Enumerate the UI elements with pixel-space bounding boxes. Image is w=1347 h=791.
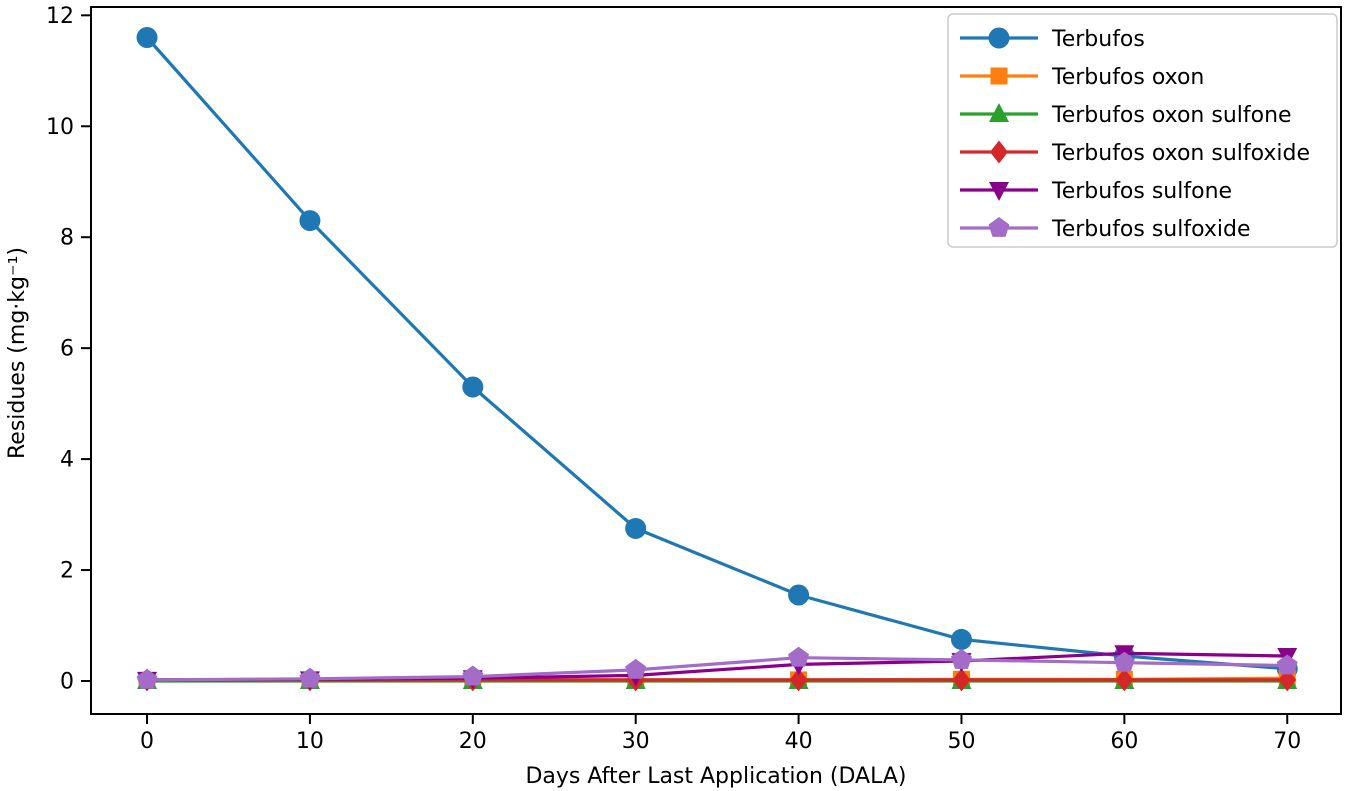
legend-entry-terbufos-oxon-sulfone: Terbufos oxon sulfone xyxy=(960,103,1292,128)
legend-label: Terbufos oxon sulfoxide xyxy=(1051,141,1310,166)
series-marker-terbufos xyxy=(788,584,810,606)
legend-entry-terbufos-oxon-sulfoxide: Terbufos oxon sulfoxide xyxy=(960,140,1310,166)
circle-icon xyxy=(988,27,1010,49)
square-icon xyxy=(990,67,1008,85)
y-axis-tick-label: 10 xyxy=(46,115,74,140)
series-marker-terbufos xyxy=(136,27,158,49)
series-marker-terbufos-sulfoxide xyxy=(1276,654,1298,675)
legend-entry-terbufos-oxon: Terbufos oxon xyxy=(960,65,1204,90)
triangle-down-icon xyxy=(989,182,1009,201)
series-marker-terbufos xyxy=(625,517,647,539)
legend-entry-terbufos: Terbufos xyxy=(960,27,1145,52)
series-marker-terbufos-oxon-sulfoxide xyxy=(789,668,808,692)
legend-label: Terbufos oxon sulfone xyxy=(1051,103,1292,128)
x-axis-tick-label: 70 xyxy=(1273,729,1301,754)
diamond-icon xyxy=(990,140,1008,164)
x-axis-tick-label: 40 xyxy=(785,729,813,754)
legend-label: Terbufos sulfoxide xyxy=(1051,217,1251,242)
legend-label: Terbufos sulfone xyxy=(1051,179,1232,204)
legend-label: Terbufos xyxy=(1051,27,1145,52)
series-marker-terbufos-sulfoxide xyxy=(625,658,647,679)
series-marker-terbufos xyxy=(950,628,972,650)
series-marker-terbufos-sulfoxide xyxy=(299,667,321,688)
x-axis-tick-label: 60 xyxy=(1110,729,1138,754)
y-axis-tick-label: 2 xyxy=(60,559,74,584)
series-marker-terbufos-sulfoxide xyxy=(951,648,972,669)
series-marker-terbufos-sulfoxide xyxy=(788,646,810,667)
y-axis-label: Residues (mg·kg⁻¹) xyxy=(5,247,30,459)
y-axis-tick-label: 0 xyxy=(60,669,74,694)
axes: 0 10 20 30 40 50 60 70 0 2 4 6 8 10 12 xyxy=(46,4,1301,754)
x-axis-tick-label: 50 xyxy=(947,729,975,754)
triangle-up-icon xyxy=(989,103,1009,122)
y-axis-tick-label: 8 xyxy=(60,226,74,251)
series-line-terbufos-sulfoxide xyxy=(145,656,1289,682)
series-marker-terbufos xyxy=(299,210,321,232)
x-axis-tick-label: 20 xyxy=(459,729,487,754)
series-marker-terbufos-sulfoxide xyxy=(462,665,484,686)
series-marker-terbufos-sulfoxide xyxy=(1113,651,1135,672)
x-axis-tick-label: 0 xyxy=(140,729,154,754)
legend-label: Terbufos oxon xyxy=(1051,65,1204,90)
y-axis-tick-label: 12 xyxy=(46,4,74,29)
series-marker-terbufos-oxon-sulfoxide xyxy=(1115,668,1134,692)
x-axis-label: Days After Last Application (DALA) xyxy=(525,764,906,789)
series-layer xyxy=(136,27,1298,692)
series-terbufos-sulfoxide xyxy=(136,646,1298,689)
y-axis-tick-label: 6 xyxy=(60,337,74,362)
legend-entry-terbufos-sulfone: Terbufos sulfone xyxy=(960,179,1232,204)
legend: Terbufos Terbufos oxon Terbufos oxon sulfo… xyxy=(947,13,1338,248)
pentagon-icon xyxy=(988,217,1010,237)
series-marker-terbufos-oxon-sulfoxide xyxy=(952,668,971,692)
legend-entry-terbufos-sulfoxide: Terbufos sulfoxide xyxy=(960,217,1251,242)
legend-box xyxy=(947,13,1338,248)
x-axis-tick-label: 30 xyxy=(622,729,650,754)
x-axis-tick-label: 10 xyxy=(296,729,324,754)
series-marker-terbufos-sulfoxide xyxy=(136,668,158,689)
series-marker-terbufos xyxy=(462,376,484,398)
y-axis-tick-label: 4 xyxy=(60,448,74,473)
